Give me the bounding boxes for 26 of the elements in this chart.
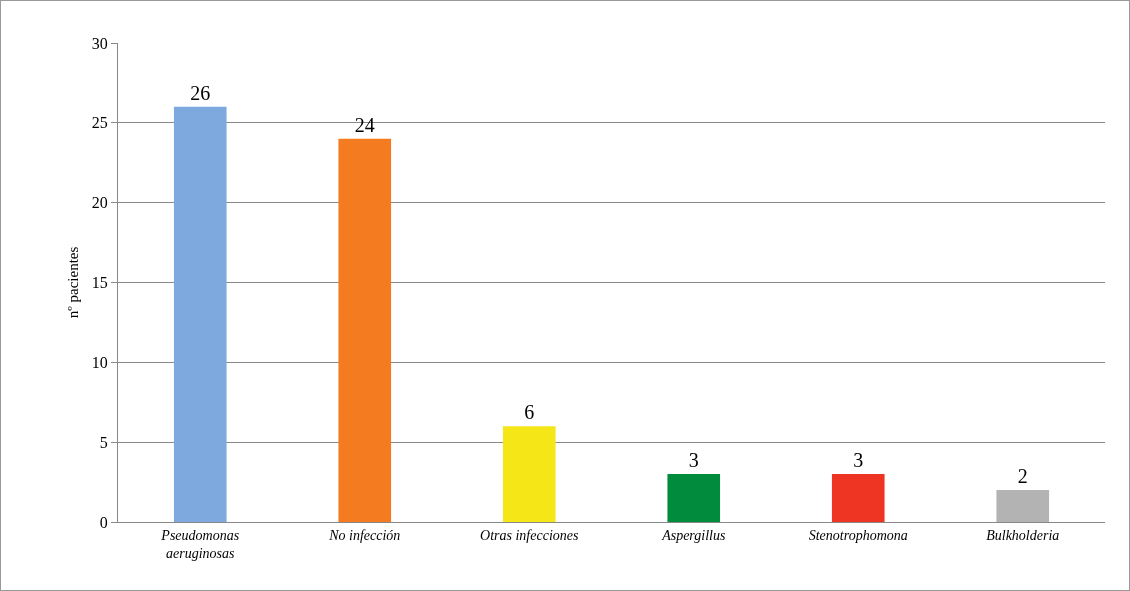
- bar: [173, 106, 227, 522]
- bar: [996, 490, 1050, 522]
- data-label: 3: [853, 449, 864, 472]
- bar: [502, 426, 556, 522]
- x-tick-label: Aspergillus: [661, 527, 726, 543]
- bar: [667, 474, 721, 522]
- x-tick-label: Stenotrophomona: [808, 527, 908, 543]
- x-tick-label: Otras infecciones: [480, 527, 579, 543]
- x-tick-label: Bulkholderia: [986, 527, 1060, 543]
- data-label: 24: [354, 113, 375, 136]
- data-label: 26: [190, 81, 211, 104]
- y-tick-label: 15: [91, 274, 108, 292]
- data-label: 2: [1017, 465, 1028, 488]
- data-label: 6: [524, 401, 535, 424]
- bar: [831, 474, 885, 522]
- y-tick-label: 5: [99, 433, 108, 451]
- x-tick-label: No infección: [328, 527, 401, 543]
- y-tick-label: 20: [91, 194, 108, 212]
- y-tick-label: 30: [91, 34, 108, 52]
- y-tick-label: 25: [91, 114, 108, 132]
- x-tick-label: Pseudomonas aeruginosas: [160, 527, 240, 561]
- y-axis-title: nº pacientes: [65, 246, 81, 319]
- data-label: 3: [688, 449, 699, 472]
- y-tick-label: 0: [99, 513, 108, 531]
- bar: [338, 138, 392, 522]
- y-tick-label: 10: [91, 353, 108, 371]
